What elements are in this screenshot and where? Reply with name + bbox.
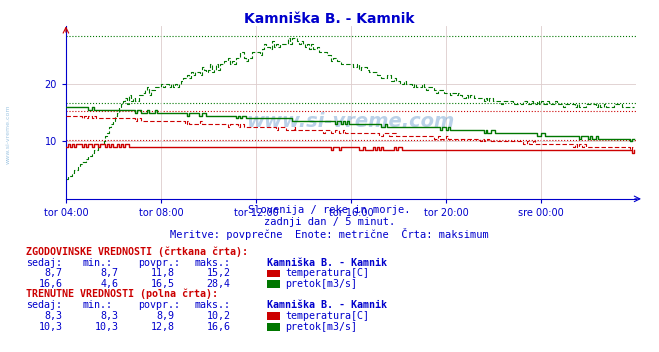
- Text: sedaj:: sedaj:: [26, 300, 63, 310]
- Text: TRENUTNE VREDNOSTI (polna črta):: TRENUTNE VREDNOSTI (polna črta):: [26, 289, 218, 300]
- Text: min.:: min.:: [82, 258, 113, 268]
- Text: 11,8: 11,8: [151, 268, 175, 278]
- Text: 16,6: 16,6: [207, 322, 231, 332]
- Text: 4,6: 4,6: [101, 279, 119, 289]
- Text: 12,8: 12,8: [151, 322, 175, 332]
- Text: 16,6: 16,6: [39, 279, 63, 289]
- Text: 10,3: 10,3: [39, 322, 63, 332]
- Text: 28,4: 28,4: [207, 279, 231, 289]
- Text: min.:: min.:: [82, 300, 113, 310]
- Text: povpr.:: povpr.:: [138, 300, 181, 310]
- Text: zadnji dan / 5 minut.: zadnji dan / 5 minut.: [264, 217, 395, 227]
- Text: 15,2: 15,2: [207, 268, 231, 278]
- Text: www.si-vreme.com: www.si-vreme.com: [246, 112, 455, 131]
- Text: 10,2: 10,2: [207, 310, 231, 321]
- Text: 16,5: 16,5: [151, 279, 175, 289]
- Text: ZGODOVINSKE VREDNOSTI (črtkana črta):: ZGODOVINSKE VREDNOSTI (črtkana črta):: [26, 247, 248, 257]
- Text: pretok[m3/s]: pretok[m3/s]: [285, 279, 357, 289]
- Text: Kamniška B. - Kamnik: Kamniška B. - Kamnik: [244, 12, 415, 26]
- Text: Kamniška B. - Kamnik: Kamniška B. - Kamnik: [267, 300, 387, 310]
- Text: 8,9: 8,9: [157, 310, 175, 321]
- Text: sedaj:: sedaj:: [26, 258, 63, 268]
- Text: temperatura[C]: temperatura[C]: [285, 268, 369, 278]
- Text: 10,3: 10,3: [95, 322, 119, 332]
- Text: maks.:: maks.:: [194, 300, 231, 310]
- Text: maks.:: maks.:: [194, 258, 231, 268]
- Text: 8,7: 8,7: [45, 268, 63, 278]
- Text: www.si-vreme.com: www.si-vreme.com: [6, 104, 11, 164]
- Text: pretok[m3/s]: pretok[m3/s]: [285, 322, 357, 332]
- Text: 8,7: 8,7: [101, 268, 119, 278]
- Text: 8,3: 8,3: [45, 310, 63, 321]
- Text: Kamniška B. - Kamnik: Kamniška B. - Kamnik: [267, 258, 387, 268]
- Text: povpr.:: povpr.:: [138, 258, 181, 268]
- Text: Slovenija / reke in morje.: Slovenija / reke in morje.: [248, 205, 411, 215]
- Text: Meritve: povprečne  Enote: metrične  Črta: maksimum: Meritve: povprečne Enote: metrične Črta:…: [170, 228, 489, 240]
- Text: 8,3: 8,3: [101, 310, 119, 321]
- Text: temperatura[C]: temperatura[C]: [285, 310, 369, 321]
